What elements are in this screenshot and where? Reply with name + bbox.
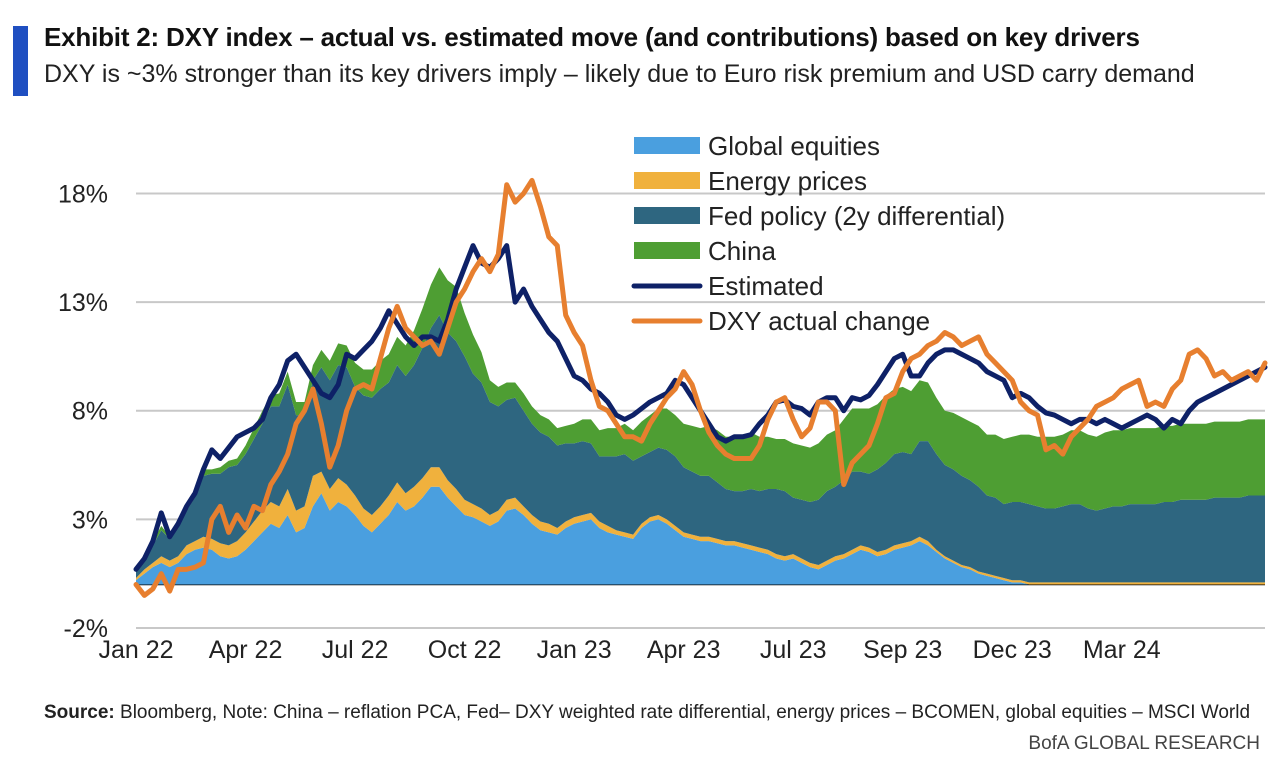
x-tick-label: Apr 23 xyxy=(647,636,721,664)
x-tick-label: Jul 23 xyxy=(760,636,827,664)
chart-title: Exhibit 2: DXY index – actual vs. estima… xyxy=(44,22,1140,52)
series-lines xyxy=(133,177,1268,598)
y-tick-label: 3% xyxy=(72,506,108,534)
x-tick-label: Dec 23 xyxy=(973,636,1052,664)
legend-label: Fed policy (2y differential) xyxy=(708,201,1005,231)
legend: Global equities Energy prices Fed policy (… xyxy=(631,131,1005,336)
x-tick-label: Oct 22 xyxy=(428,636,502,664)
y-tick-label: -2% xyxy=(64,615,108,643)
legend-swatch-china xyxy=(634,242,700,259)
legend-label: DXY actual change xyxy=(708,306,930,336)
area-energy xyxy=(136,467,1265,585)
x-tick-label: Sep 23 xyxy=(863,636,942,664)
line-actual xyxy=(133,177,1268,598)
legend-swatch-fed xyxy=(634,207,700,224)
brand-footer: BofA GLOBAL RESEARCH xyxy=(1028,733,1260,754)
legend-label: Global equities xyxy=(708,131,880,161)
y-axis-ticks: -2% 3% 8% 13% 18% xyxy=(58,180,108,643)
source-note: Source: Bloomberg, Note: China – reflati… xyxy=(44,702,1250,724)
x-tick-label: Jan 23 xyxy=(537,636,612,664)
y-tick-label: 13% xyxy=(58,289,108,317)
accent-bar xyxy=(13,26,28,96)
legend-swatch-equities xyxy=(634,137,700,154)
legend-label: China xyxy=(708,236,776,266)
y-tick-label: 18% xyxy=(58,180,108,208)
source-text: Bloomberg, Note: China – reflation PCA, … xyxy=(114,702,1251,723)
legend-swatch-energy xyxy=(634,172,700,189)
x-axis-ticks: Jan 22 Apr 22 Jul 22 Oct 22 Jan 23 Apr 23 Jul … xyxy=(98,636,1160,664)
x-tick-label: Jan 22 xyxy=(98,636,173,664)
x-tick-label: Apr 22 xyxy=(209,636,283,664)
x-tick-label: Mar 24 xyxy=(1083,636,1161,664)
legend-label: Estimated xyxy=(708,271,824,301)
area-equities xyxy=(136,486,1265,585)
legend-label: Energy prices xyxy=(708,166,867,196)
source-label: Source: xyxy=(44,702,115,723)
area-fed xyxy=(136,315,1265,583)
chart-subtitle: DXY is ~3% stronger than its key drivers… xyxy=(44,60,1195,88)
x-tick-label: Jul 22 xyxy=(322,636,389,664)
y-tick-label: 8% xyxy=(72,398,108,426)
